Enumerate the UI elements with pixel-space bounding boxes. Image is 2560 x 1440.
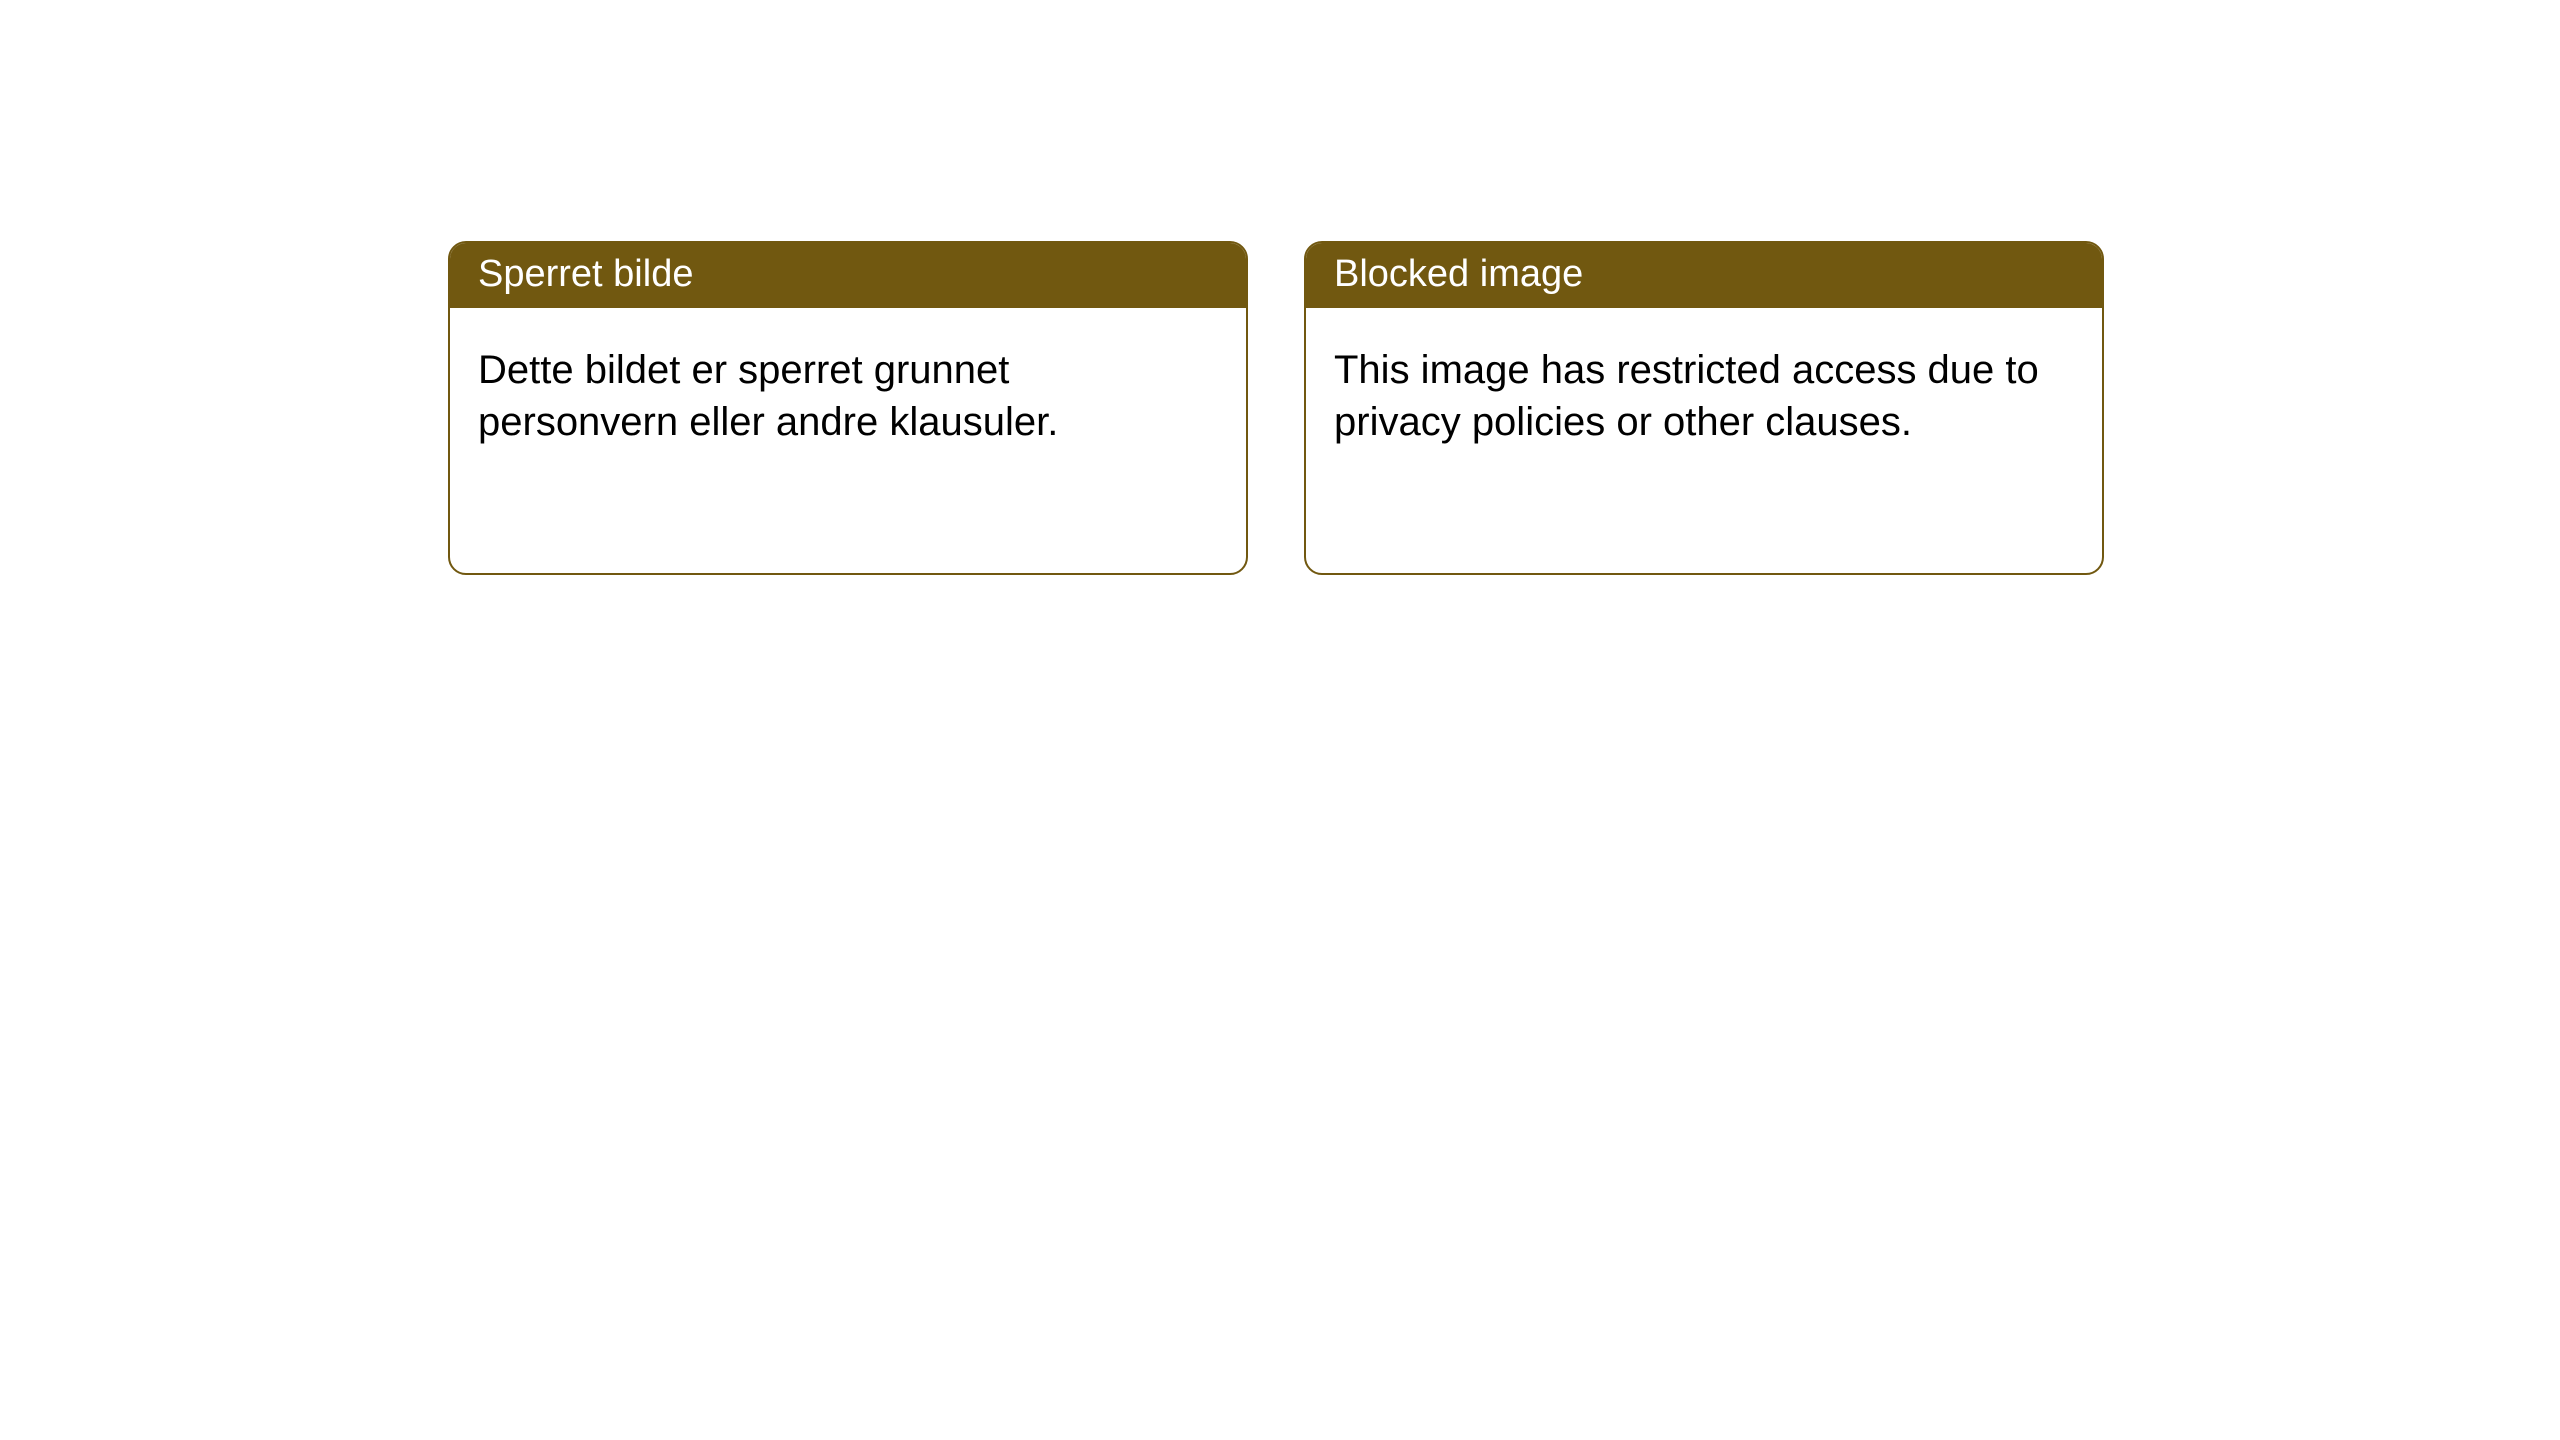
notice-card-body: This image has restricted access due to … bbox=[1306, 308, 2102, 476]
notice-card-title: Blocked image bbox=[1306, 243, 2102, 308]
notice-card-norwegian: Sperret bilde Dette bildet er sperret gr… bbox=[448, 241, 1248, 575]
notice-cards-container: Sperret bilde Dette bildet er sperret gr… bbox=[0, 0, 2560, 575]
notice-card-english: Blocked image This image has restricted … bbox=[1304, 241, 2104, 575]
notice-card-body: Dette bildet er sperret grunnet personve… bbox=[450, 308, 1246, 476]
notice-card-title: Sperret bilde bbox=[450, 243, 1246, 308]
